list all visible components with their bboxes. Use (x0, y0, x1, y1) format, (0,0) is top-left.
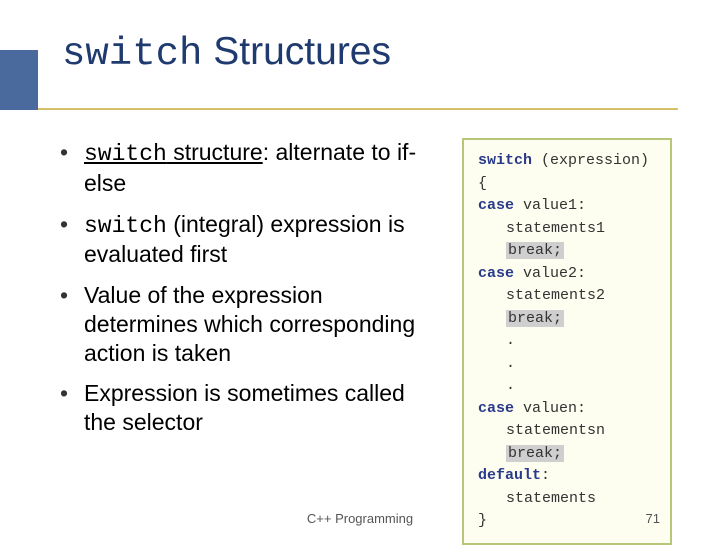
slide-title: switch Structures (62, 30, 391, 76)
bullet-text: Value of the expression determines which… (84, 281, 440, 367)
code-text: value1: (514, 197, 586, 214)
list-item: • Expression is sometimes called the sel… (60, 379, 440, 437)
txt: structure (167, 139, 263, 165)
kw: switch (478, 152, 532, 169)
bullet-icon: • (60, 281, 84, 367)
bullet-text: switch structure: alternate to if-else (84, 138, 440, 198)
title-keyword: switch (62, 32, 202, 76)
code-text: statements (478, 488, 660, 511)
list-item: • switch structure: alternate to if-else (60, 138, 440, 198)
bullet-list: • switch structure: alternate to if-else… (60, 138, 440, 449)
bullet-icon: • (60, 379, 84, 437)
bullet-icon: • (60, 138, 84, 198)
code-text: statementsn (478, 420, 660, 443)
code-snippet: switch (expression) { case value1: state… (462, 138, 672, 545)
kw: case (478, 197, 514, 214)
code-text: statements1 (478, 218, 660, 241)
kw: switch (84, 213, 167, 239)
bullet-text: Expression is sometimes called the selec… (84, 379, 440, 437)
kw: default (478, 467, 541, 484)
list-item: • Value of the expression determines whi… (60, 281, 440, 367)
break-highlight: break; (506, 445, 564, 462)
kw: case (478, 400, 514, 417)
code-text: { (478, 173, 660, 196)
bullet-icon: • (60, 210, 84, 270)
break-highlight: break; (506, 242, 564, 259)
code-text: : (541, 467, 550, 484)
footer-text: C++ Programming (0, 511, 720, 526)
title-rest: Structures (202, 30, 391, 73)
ellipsis: . (478, 330, 660, 353)
kw: case (478, 265, 514, 282)
code-text: (expression) (532, 152, 649, 169)
code-text: value2: (514, 265, 586, 282)
list-item: • switch (integral) expression is evalua… (60, 210, 440, 270)
bullet-text: switch (integral) expression is evaluate… (84, 210, 440, 270)
accent-sidebar (0, 50, 38, 110)
ellipsis: . (478, 375, 660, 398)
page-number: 71 (646, 511, 660, 526)
kw: switch (84, 141, 167, 167)
ellipsis: . (478, 353, 660, 376)
code-text: valuen: (514, 400, 586, 417)
code-text: statements2 (478, 285, 660, 308)
title-rule (38, 108, 678, 110)
break-highlight: break; (506, 310, 564, 327)
